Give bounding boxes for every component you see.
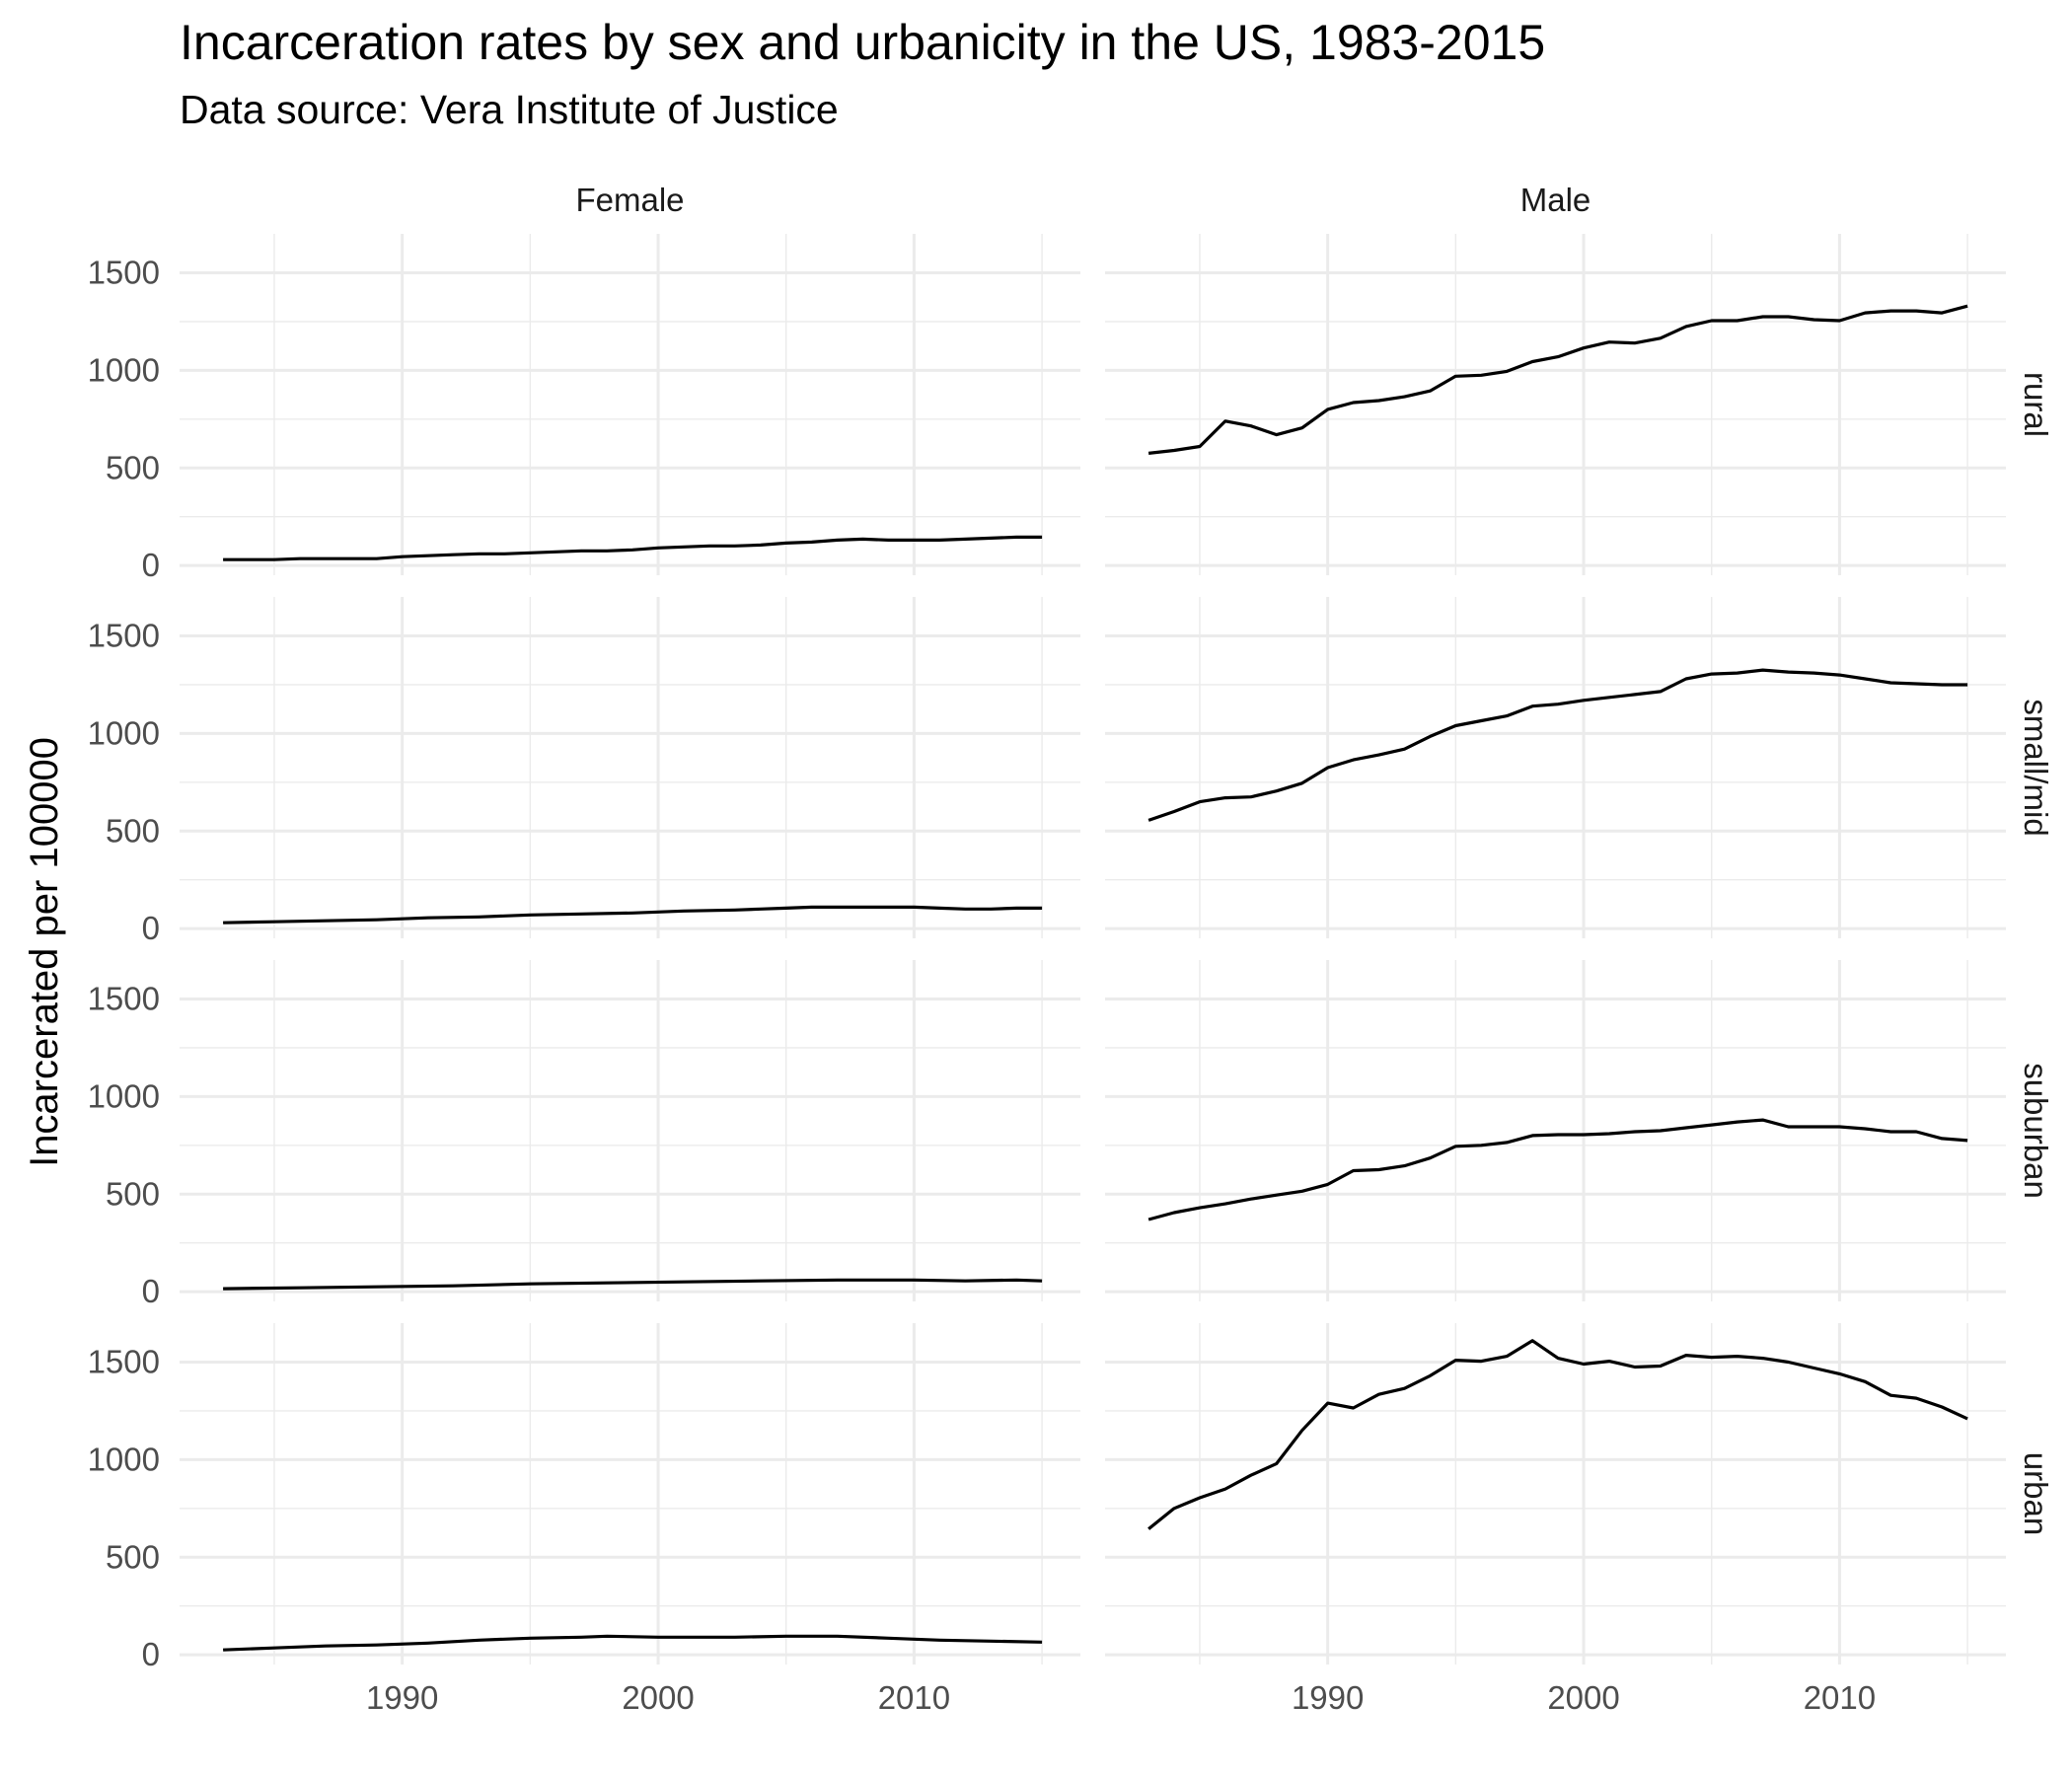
x-tick-label: 2010 xyxy=(878,1679,950,1716)
x-tick-label: 2000 xyxy=(1547,1679,1619,1716)
chart-subtitle: Data source: Vera Institute of Justice xyxy=(180,87,839,132)
y-tick-label: 500 xyxy=(106,812,160,849)
x-tick-label: 2010 xyxy=(1804,1679,1876,1716)
strip-label-rural: rural xyxy=(2018,372,2054,437)
x-tick-label: 2000 xyxy=(622,1679,694,1716)
strip-label-urban: urban xyxy=(2018,1452,2054,1535)
series-line-male-urban xyxy=(1147,1339,1968,1530)
y-tick-label: 1500 xyxy=(88,255,160,291)
strip-label-female: Female xyxy=(575,182,684,218)
strip-label-suburban: suburban xyxy=(2018,1063,2054,1199)
chart-title: Incarceration rates by sex and urbanicit… xyxy=(180,15,1546,70)
y-tick-label: 1500 xyxy=(88,618,160,654)
series-line-female-urban xyxy=(223,1634,1043,1652)
y-tick-label: 1000 xyxy=(88,1077,160,1114)
series-line-female-rural xyxy=(223,535,1043,561)
y-tick-label: 0 xyxy=(142,910,160,946)
y-tick-label: 1000 xyxy=(88,1441,160,1477)
y-tick-label: 500 xyxy=(106,1538,160,1575)
series-line-male-small-mid xyxy=(1147,668,1968,822)
series-line-male-suburban xyxy=(1147,1118,1968,1221)
y-tick-label: 1000 xyxy=(88,714,160,751)
y-tick-label: 1500 xyxy=(88,981,160,1017)
x-tick-label: 1990 xyxy=(366,1679,438,1716)
y-tick-label: 0 xyxy=(142,1273,160,1309)
strip-label-small-mid: small/mid xyxy=(2018,699,2054,836)
y-tick-label: 500 xyxy=(106,1175,160,1212)
series-line-male-rural xyxy=(1147,304,1968,455)
y-axis-title: Incarcerated per 100000 xyxy=(23,737,66,1167)
x-tick-label: 1990 xyxy=(1292,1679,1364,1716)
strip-label-male: Male xyxy=(1520,182,1591,218)
y-tick-label: 1000 xyxy=(88,351,160,388)
series-line-female-small-mid xyxy=(223,905,1043,925)
y-tick-label: 1500 xyxy=(88,1344,160,1380)
y-tick-label: 500 xyxy=(106,449,160,485)
y-tick-label: 0 xyxy=(142,1636,160,1672)
y-tick-label: 0 xyxy=(142,547,160,583)
series-line-female-suburban xyxy=(223,1278,1043,1291)
